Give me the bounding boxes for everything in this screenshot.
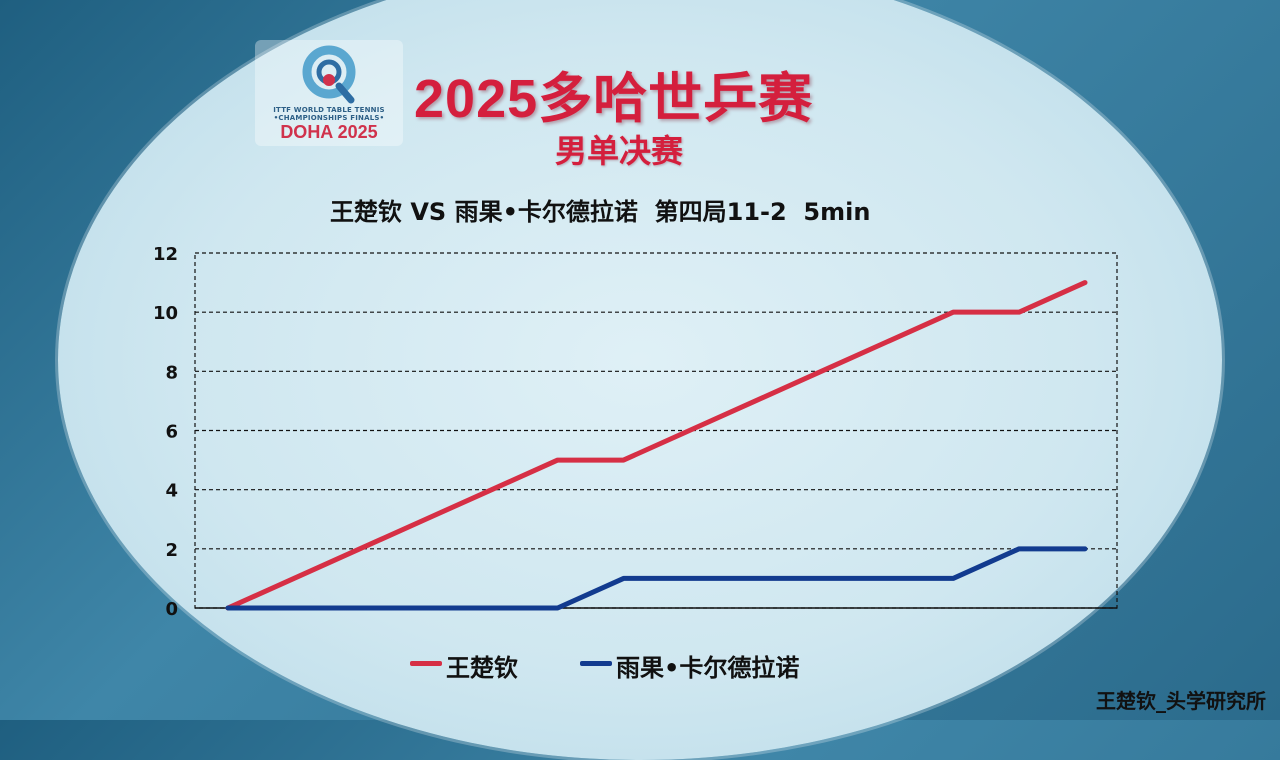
legend-label-series-2: 雨果•卡尔德拉诺 (616, 654, 800, 682)
y-tick-label: 6 (165, 422, 178, 443)
series-line-2 (225, 546, 1088, 611)
series-line-1 (225, 280, 1088, 611)
plot-area-border (194, 252, 1118, 609)
y-tick-label: 0 (165, 599, 178, 620)
logo-line-2: •CHAMPIONSHIPS FINALS• (273, 114, 385, 122)
watermark: 王楚钦_头学研究所 (1096, 689, 1266, 713)
y-tick-label: 10 (153, 303, 178, 324)
logo-emblem-icon (302, 45, 356, 104)
y-tick-label: 12 (153, 244, 178, 265)
page-title: 2025多哈世乒赛 (414, 69, 814, 129)
legend-label-series-1: 王楚钦 (446, 654, 518, 682)
background-oval (58, 0, 1222, 760)
chart-title: 王楚钦 VS 雨果•卡尔德拉诺 第四局11-2 5min (330, 198, 871, 226)
legend-swatch-series-2 (580, 661, 612, 666)
doha-2025-logo: ITTF WORLD TABLE TENNIS •CHAMPIONSHIPS F… (255, 40, 403, 146)
logo-line-3: DOHA 2025 (280, 122, 378, 142)
y-tick-label: 8 (165, 362, 178, 383)
logo-line-1: ITTF WORLD TABLE TENNIS (273, 106, 385, 114)
legend-swatch-series-1 (410, 661, 442, 666)
page-subtitle: 男单决赛 (555, 132, 684, 170)
score-progression-chart: 0 2 4 6 8 10 12 (153, 244, 1118, 620)
y-tick-label: 2 (165, 540, 178, 561)
y-tick-label: 4 (165, 481, 178, 502)
